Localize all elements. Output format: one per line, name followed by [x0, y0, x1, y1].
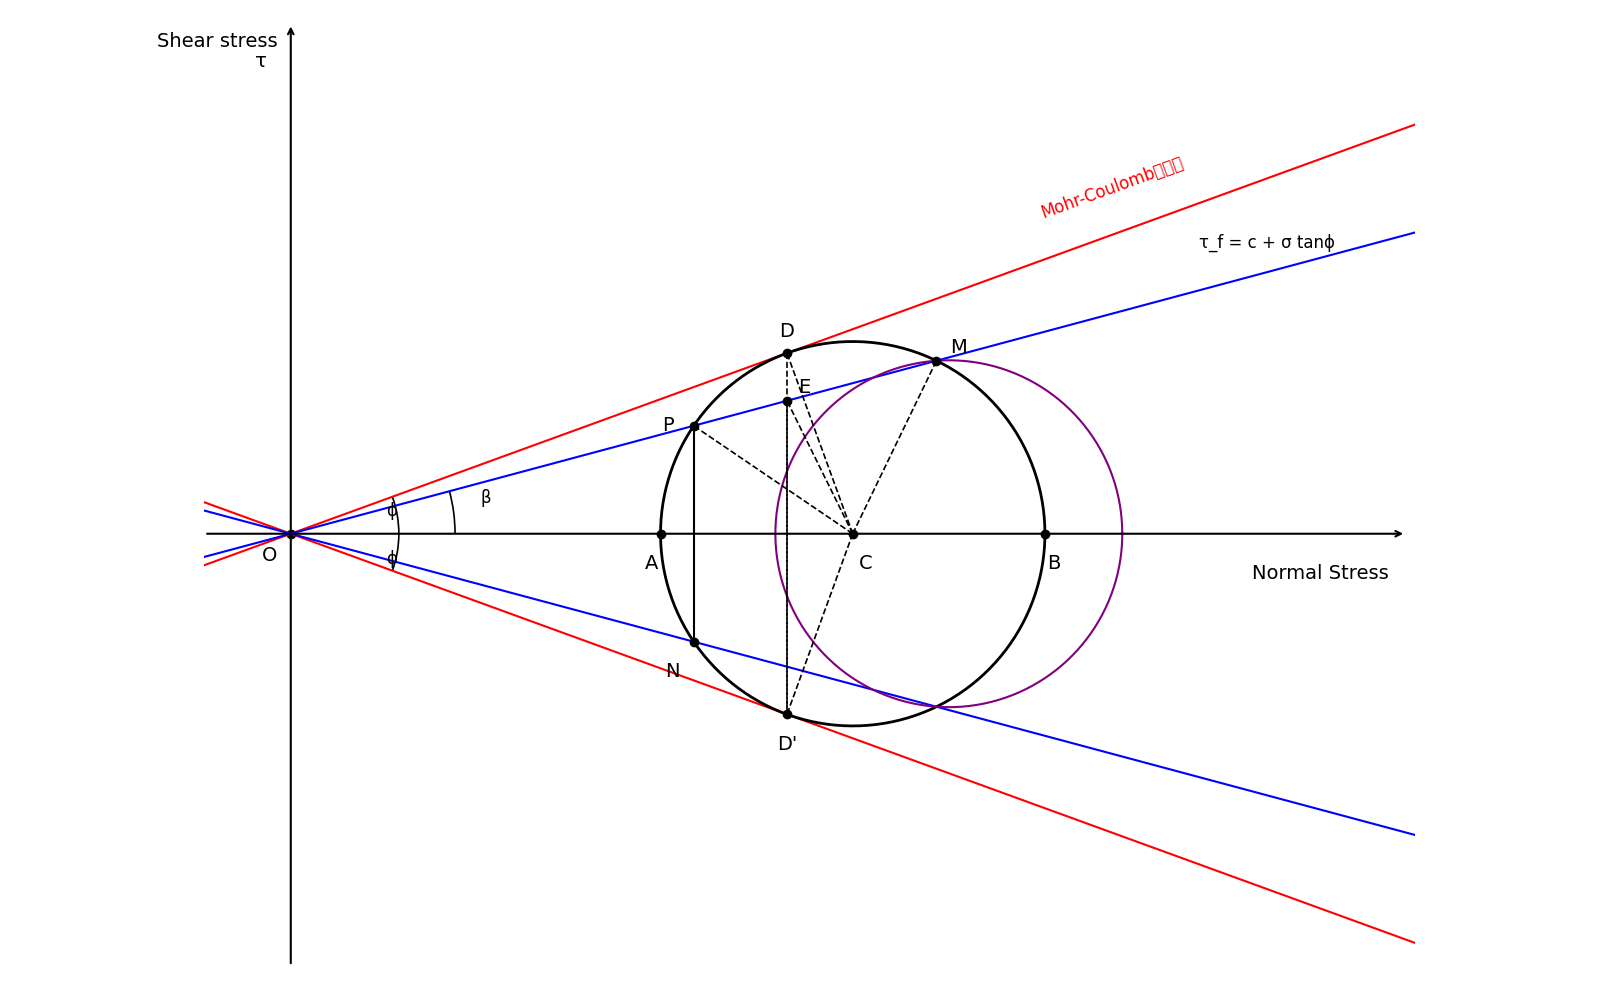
Text: M: M — [950, 338, 967, 357]
Text: ϕ: ϕ — [385, 550, 397, 568]
Text: τ: τ — [254, 52, 267, 71]
Text: B: B — [1047, 554, 1060, 574]
Text: Normal Stress: Normal Stress — [1251, 564, 1389, 583]
Text: Shear stress: Shear stress — [157, 32, 278, 51]
Text: N: N — [665, 662, 680, 682]
Text: β: β — [481, 490, 492, 507]
Text: E: E — [798, 379, 811, 397]
Text: Mohr-Coulomb파괴면: Mohr-Coulomb파괴면 — [1038, 153, 1185, 222]
Text: C: C — [860, 554, 873, 574]
Text: τ_f = c + σ tanϕ: τ_f = c + σ tanϕ — [1198, 233, 1334, 252]
Text: P: P — [662, 416, 674, 436]
Text: D': D' — [777, 735, 797, 754]
Text: D: D — [780, 322, 795, 341]
Text: ϕ: ϕ — [385, 502, 397, 521]
Text: A: A — [646, 554, 659, 574]
Text: O: O — [262, 545, 277, 565]
